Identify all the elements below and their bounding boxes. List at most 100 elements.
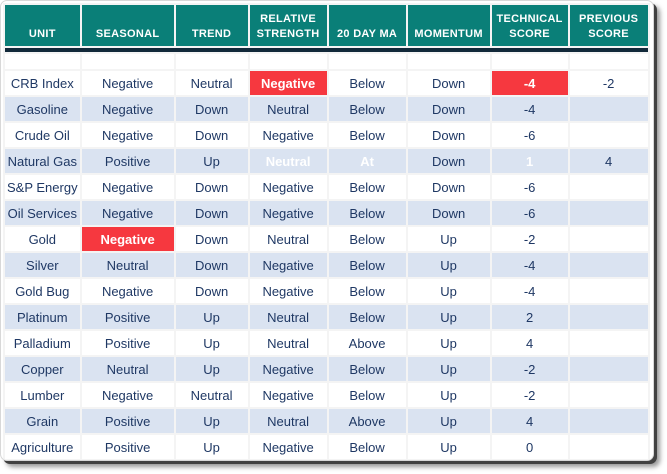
cell-relative-strength: Negative xyxy=(249,123,327,147)
cell-20-day-ma: Below xyxy=(328,175,406,199)
cell-previous-score xyxy=(569,97,648,121)
cell-momentum: Up xyxy=(407,435,490,459)
cell-seasonal: Negative xyxy=(81,227,174,251)
cell-seasonal: Positive xyxy=(81,409,174,433)
cell-unit: Copper xyxy=(5,357,80,381)
cell-seasonal: Negative xyxy=(81,97,174,121)
cell-unit: Platinum xyxy=(5,305,80,329)
table-row: S&P Energy Negative Down Negative Below … xyxy=(5,175,648,199)
table-row: CRB Index Negative Neutral Negative Belo… xyxy=(5,71,648,95)
cell-relative-strength: Neutral xyxy=(249,149,327,173)
cell-relative-strength: Negative xyxy=(249,253,327,277)
spacer-cell xyxy=(175,54,248,69)
cell-trend: Up xyxy=(175,357,248,381)
table-row: Silver Neutral Down Negative Below Up -4 xyxy=(5,253,648,277)
table-row: Platinum Positive Up Neutral Below Up 2 xyxy=(5,305,648,329)
cell-technical-score: 0 xyxy=(491,435,568,459)
spacer-cell xyxy=(491,54,568,69)
column-header-unit: UNIT xyxy=(5,5,80,46)
cell-seasonal: Negative xyxy=(81,201,174,225)
cell-momentum: Up xyxy=(407,331,490,355)
cell-technical-score: 4 xyxy=(491,331,568,355)
table-row: Grain Positive Up Neutral Above Up 4 xyxy=(5,409,648,433)
cell-unit: Oil Services xyxy=(5,201,80,225)
cell-relative-strength: Neutral xyxy=(249,305,327,329)
cell-momentum: Down xyxy=(407,71,490,95)
cell-technical-score: -4 xyxy=(491,97,568,121)
column-header-technical-score: TECHNICAL SCORE xyxy=(491,5,568,46)
cell-seasonal: Positive xyxy=(81,435,174,459)
cell-relative-strength: Negative xyxy=(249,279,327,303)
spacer-cell xyxy=(569,54,648,69)
cell-momentum: Up xyxy=(407,383,490,407)
column-header-previous-score: PREVIOUS SCORE xyxy=(569,5,648,46)
cell-momentum: Up xyxy=(407,409,490,433)
cell-seasonal: Positive xyxy=(81,305,174,329)
cell-previous-score xyxy=(569,409,648,433)
cell-momentum: Up xyxy=(407,279,490,303)
cell-relative-strength: Negative xyxy=(249,357,327,381)
cell-momentum: Down xyxy=(407,201,490,225)
cell-technical-score: -6 xyxy=(491,175,568,199)
cell-seasonal: Neutral xyxy=(81,357,174,381)
cell-previous-score xyxy=(569,331,648,355)
cell-trend: Down xyxy=(175,227,248,251)
cell-relative-strength: Negative xyxy=(249,71,327,95)
table-row: Copper Neutral Up Negative Below Up -2 xyxy=(5,357,648,381)
spacer-row xyxy=(5,54,648,69)
cell-20-day-ma: Below xyxy=(328,383,406,407)
cell-relative-strength: Neutral xyxy=(249,409,327,433)
table-row: Lumber Negative Neutral Negative Below U… xyxy=(5,383,648,407)
column-header-seasonal: SEASONAL xyxy=(81,5,174,46)
cell-previous-score xyxy=(569,305,648,329)
cell-technical-score: -2 xyxy=(491,227,568,251)
cell-unit: Gold xyxy=(5,227,80,251)
cell-20-day-ma: At xyxy=(328,149,406,173)
spacer-cell xyxy=(81,54,174,69)
cell-technical-score: 4 xyxy=(491,409,568,433)
cell-relative-strength: Neutral xyxy=(249,227,327,251)
cell-trend: Down xyxy=(175,201,248,225)
cell-technical-score: -2 xyxy=(491,383,568,407)
column-header-trend: TREND xyxy=(175,5,248,46)
table-row: Gold Bug Negative Down Negative Below Up… xyxy=(5,279,648,303)
cell-unit: Lumber xyxy=(5,383,80,407)
cell-seasonal: Negative xyxy=(81,123,174,147)
table-body: CRB Index Negative Neutral Negative Belo… xyxy=(5,71,648,459)
cell-trend: Up xyxy=(175,149,248,173)
screenshot-frame: UNIT SEASONAL TREND RELATIVE STRENGTH 20… xyxy=(0,0,654,461)
header-row: UNIT SEASONAL TREND RELATIVE STRENGTH 20… xyxy=(5,5,648,46)
cell-20-day-ma: Below xyxy=(328,123,406,147)
cell-relative-strength: Negative xyxy=(249,435,327,459)
cell-seasonal: Positive xyxy=(81,149,174,173)
cell-seasonal: Negative xyxy=(81,71,174,95)
cell-20-day-ma: Below xyxy=(328,279,406,303)
cell-momentum: Down xyxy=(407,123,490,147)
cell-relative-strength: Negative xyxy=(249,383,327,407)
cell-seasonal: Positive xyxy=(81,331,174,355)
cell-momentum: Down xyxy=(407,149,490,173)
spacer-cell xyxy=(249,54,327,69)
cell-trend: Neutral xyxy=(175,383,248,407)
cell-momentum: Down xyxy=(407,97,490,121)
cell-previous-score: 4 xyxy=(569,149,648,173)
cell-20-day-ma: Below xyxy=(328,305,406,329)
cell-seasonal: Negative xyxy=(81,279,174,303)
cell-trend: Up xyxy=(175,331,248,355)
cell-relative-strength: Neutral xyxy=(249,331,327,355)
cell-technical-score: -4 xyxy=(491,253,568,277)
cell-momentum: Up xyxy=(407,227,490,251)
cell-momentum: Down xyxy=(407,175,490,199)
cell-20-day-ma: Below xyxy=(328,435,406,459)
cell-technical-score: -2 xyxy=(491,357,568,381)
cell-momentum: Up xyxy=(407,305,490,329)
table-row: Gold Negative Down Neutral Below Up -2 xyxy=(5,227,648,251)
cell-unit: Gold Bug xyxy=(5,279,80,303)
cell-technical-score: -6 xyxy=(491,123,568,147)
cell-20-day-ma: Above xyxy=(328,409,406,433)
cell-20-day-ma: Below xyxy=(328,253,406,277)
cell-previous-score xyxy=(569,253,648,277)
cell-technical-score: -6 xyxy=(491,201,568,225)
cell-relative-strength: Neutral xyxy=(249,97,327,121)
cell-unit: Crude Oil xyxy=(5,123,80,147)
